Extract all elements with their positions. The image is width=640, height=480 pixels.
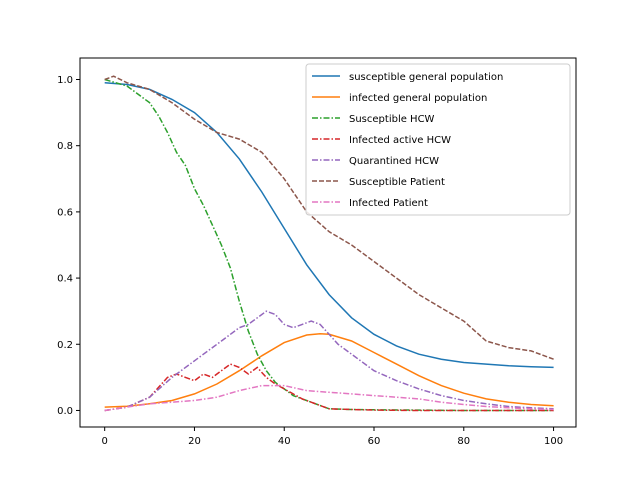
series-line-3 bbox=[104, 363, 554, 412]
y-tick-label: 0.8 bbox=[57, 141, 73, 152]
x-tick-label: 100 bbox=[544, 436, 563, 447]
series-line-4 bbox=[104, 310, 554, 412]
legend: susceptible general population infected g… bbox=[305, 63, 571, 216]
axes-frame bbox=[79, 57, 577, 428]
series-line-6 bbox=[104, 384, 554, 412]
legend-label: Susceptible HCW bbox=[349, 114, 435, 125]
legend-box bbox=[305, 63, 571, 216]
legend-label: infected general population bbox=[349, 93, 487, 104]
x-tick-label: 60 bbox=[368, 436, 381, 447]
legend-label: Infected Patient bbox=[349, 198, 428, 209]
legend-label: Susceptible Patient bbox=[349, 177, 445, 188]
x-tick-label: 80 bbox=[457, 436, 470, 447]
axis-ticks: 0 20 40 60 80 100 0.0 0.2 0.4 0.6 0.8 1.0 bbox=[57, 75, 563, 447]
series-line-0 bbox=[104, 82, 554, 369]
series-line-1 bbox=[104, 332, 554, 408]
legend-label: susceptible general population bbox=[349, 72, 503, 83]
y-tick-label: 0.4 bbox=[57, 274, 73, 285]
y-tick-label: 0.2 bbox=[57, 340, 73, 351]
legend-label: Infected active HCW bbox=[349, 135, 451, 146]
y-tick-label: 0.0 bbox=[57, 406, 73, 417]
x-tick-label: 0 bbox=[102, 436, 108, 447]
y-tick-label: 0.6 bbox=[57, 207, 73, 218]
legend-label: Quarantined HCW bbox=[349, 156, 439, 167]
x-tick-label: 20 bbox=[188, 436, 201, 447]
y-tick-label: 1.0 bbox=[57, 75, 73, 86]
series-line-5 bbox=[104, 75, 554, 360]
plot-area bbox=[104, 75, 554, 412]
x-tick-label: 40 bbox=[278, 436, 291, 447]
